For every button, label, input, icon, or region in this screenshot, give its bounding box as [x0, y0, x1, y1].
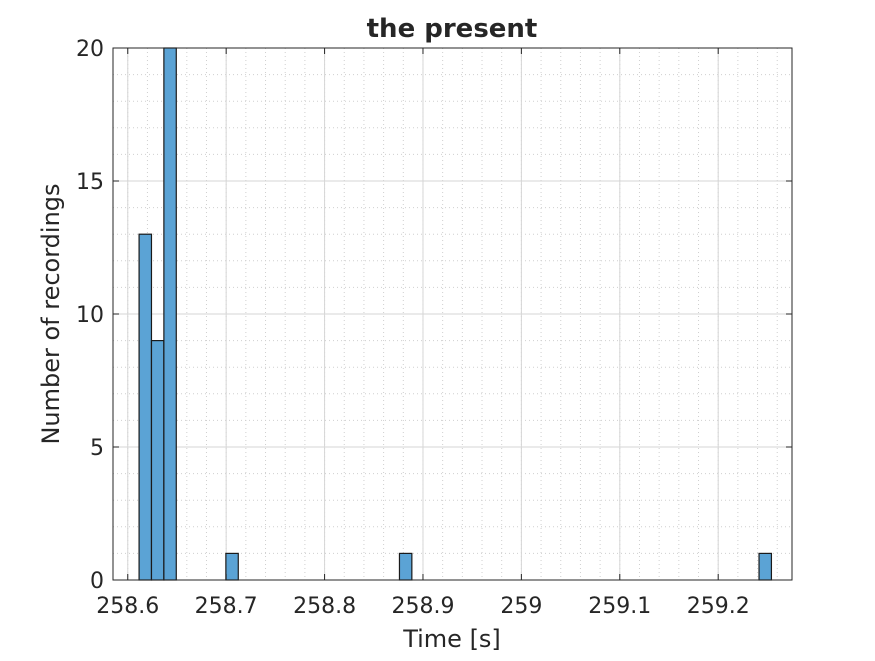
y-tick-label: 20: [76, 37, 104, 62]
histogram-bar-5: [398, 552, 413, 581]
chart-title: the present: [367, 14, 538, 44]
x-tick-label: 259.2: [687, 594, 750, 619]
tick-labels: 258.6 258.7 258.8 258.9 259 259.1 259.2 0 5 10 15 2…: [76, 37, 750, 619]
x-tick-label: 259.1: [588, 594, 651, 619]
x-tick-label: 258.7: [195, 594, 258, 619]
histogram-bar-1: [138, 233, 153, 581]
ticks: [113, 47, 792, 581]
y-tick-label: 5: [90, 436, 104, 461]
x-tick-label: 259: [500, 594, 542, 619]
bars: [138, 47, 773, 581]
x-tick-label: 258.9: [391, 594, 454, 619]
histogram-bar-6: [758, 552, 773, 581]
histogram-bar-4: [225, 552, 239, 581]
x-tick-label: 258.8: [293, 594, 356, 619]
x-tick-label: 258.6: [96, 594, 159, 619]
y-axis-label: Number of recordings: [37, 183, 65, 444]
histogram-bar-2: [150, 340, 165, 581]
y-tick-label: 10: [76, 303, 104, 328]
x-axis-label: Time [s]: [402, 625, 501, 653]
histogram-bar-3: [163, 47, 177, 581]
y-tick-label: 15: [76, 170, 104, 195]
y-tick-label: 0: [90, 569, 104, 594]
